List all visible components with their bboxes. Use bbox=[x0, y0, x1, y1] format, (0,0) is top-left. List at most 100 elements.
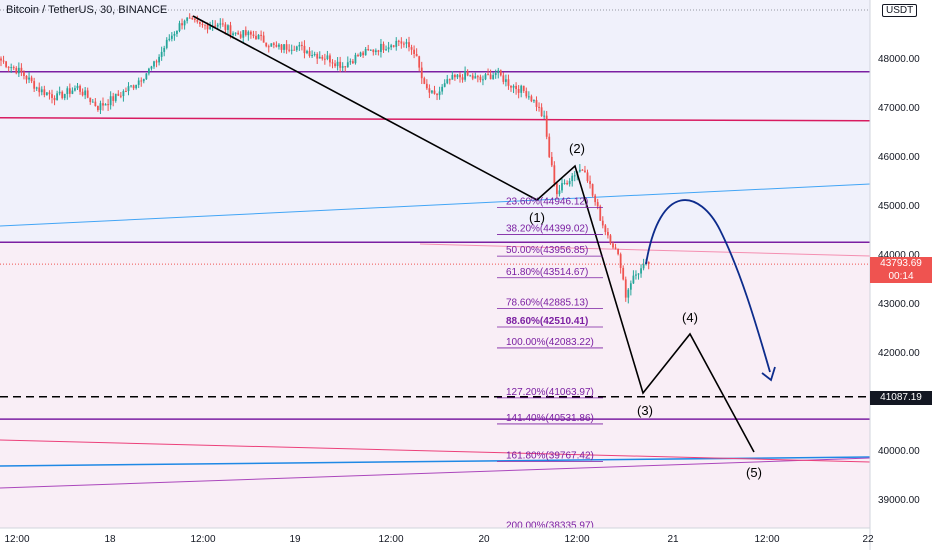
candle-body bbox=[224, 24, 227, 30]
candle-body bbox=[318, 56, 321, 59]
candle bbox=[56, 90, 58, 101]
candle bbox=[153, 60, 155, 69]
candle bbox=[46, 91, 48, 96]
candle bbox=[538, 102, 540, 112]
last-price-tag: 43793.69 00:14 bbox=[870, 257, 932, 283]
candle bbox=[395, 37, 398, 51]
symbol-header[interactable]: Bitcoin / TetherUS, 30, BINANCE bbox=[6, 4, 167, 16]
candle bbox=[193, 18, 196, 23]
candle-body bbox=[298, 44, 301, 47]
candle bbox=[346, 56, 349, 68]
candle bbox=[469, 74, 472, 77]
candle bbox=[522, 85, 525, 93]
candle-body bbox=[255, 35, 257, 40]
candle-body bbox=[181, 23, 183, 26]
candle-body bbox=[578, 169, 581, 172]
candle bbox=[374, 48, 377, 56]
candle-body bbox=[81, 91, 84, 96]
candle-body bbox=[303, 45, 306, 54]
candle-body bbox=[647, 261, 650, 265]
candle-body bbox=[25, 75, 28, 80]
candle-body bbox=[51, 94, 53, 98]
candle-body bbox=[97, 106, 99, 111]
trend-line-purple-lower[interactable] bbox=[0, 457, 871, 489]
candle-body bbox=[589, 181, 591, 185]
candle bbox=[267, 44, 270, 53]
candle bbox=[446, 74, 449, 85]
candle-body bbox=[397, 40, 400, 42]
candle-body bbox=[614, 247, 617, 249]
candle bbox=[219, 18, 222, 29]
elliott-wave-path[interactable] bbox=[192, 15, 755, 453]
candle-body bbox=[168, 38, 171, 40]
candle-body bbox=[469, 75, 472, 77]
candle-body bbox=[334, 63, 336, 67]
candle-body bbox=[104, 104, 107, 106]
candle-body bbox=[584, 170, 586, 173]
candle bbox=[114, 93, 117, 103]
candle bbox=[10, 63, 13, 73]
candle-body bbox=[596, 202, 599, 207]
candle bbox=[250, 30, 252, 39]
fib-level-label: 50.00%(43956.85) bbox=[506, 245, 588, 256]
candle bbox=[79, 84, 81, 95]
candle-body bbox=[5, 61, 7, 67]
candle bbox=[170, 32, 173, 42]
candle-body bbox=[308, 51, 311, 57]
candle-body bbox=[199, 21, 201, 24]
last-price-value: 43793.69 bbox=[880, 258, 922, 269]
candle bbox=[321, 54, 324, 61]
candle-body bbox=[155, 61, 158, 63]
elliott-wave-drawing[interactable]: (1) (2) (3) (4) (5) bbox=[192, 15, 776, 480]
candle bbox=[614, 243, 617, 250]
candle-body bbox=[548, 136, 551, 157]
candle-body bbox=[321, 56, 324, 59]
trend-line-pink-lower[interactable] bbox=[0, 439, 871, 463]
time-tick-label: 12:00 bbox=[754, 534, 779, 545]
candle-body bbox=[543, 115, 546, 117]
candle-body bbox=[443, 83, 446, 87]
candle bbox=[84, 87, 87, 100]
candle-body bbox=[40, 89, 43, 93]
candle bbox=[183, 19, 186, 30]
candle bbox=[336, 57, 339, 71]
trend-line-blue[interactable] bbox=[0, 183, 871, 227]
candle-body bbox=[451, 74, 454, 80]
candle-body bbox=[619, 254, 622, 268]
candle-body bbox=[326, 55, 329, 59]
candle-body bbox=[283, 44, 285, 50]
candle bbox=[7, 66, 10, 72]
candle bbox=[502, 72, 505, 85]
price-tick-label: 45000.00 bbox=[878, 201, 920, 212]
projection-arrow-head[interactable] bbox=[761, 366, 776, 382]
candle bbox=[563, 179, 566, 185]
candle-body bbox=[484, 74, 487, 80]
candle bbox=[517, 85, 520, 99]
currency-badge[interactable]: USDT bbox=[882, 4, 918, 17]
candle-body bbox=[79, 85, 81, 92]
candle-body bbox=[48, 92, 51, 95]
candle bbox=[479, 74, 482, 83]
candle bbox=[604, 224, 607, 236]
candle bbox=[61, 90, 64, 100]
candle bbox=[494, 69, 497, 79]
time-axis-background bbox=[0, 528, 870, 550]
candle bbox=[216, 22, 219, 29]
fib-level-label: 61.80%(43514.67) bbox=[506, 267, 588, 278]
candle-body bbox=[125, 91, 127, 93]
candle-body bbox=[191, 18, 194, 20]
candle-body bbox=[441, 86, 444, 92]
candle-body bbox=[61, 91, 64, 99]
fib-level-label: 127.20%(41063.97) bbox=[506, 387, 594, 398]
candle bbox=[344, 65, 347, 72]
bar-countdown: 00:14 bbox=[888, 271, 914, 282]
candle-body bbox=[492, 75, 495, 80]
horizontal-level-red[interactable] bbox=[0, 117, 871, 122]
candle-body bbox=[140, 80, 143, 82]
trend-line-pink-mid[interactable] bbox=[419, 243, 871, 257]
candle-body bbox=[632, 275, 635, 284]
candle-body bbox=[558, 190, 561, 195]
projection-curve[interactable] bbox=[645, 199, 771, 373]
candle-body bbox=[137, 80, 140, 85]
